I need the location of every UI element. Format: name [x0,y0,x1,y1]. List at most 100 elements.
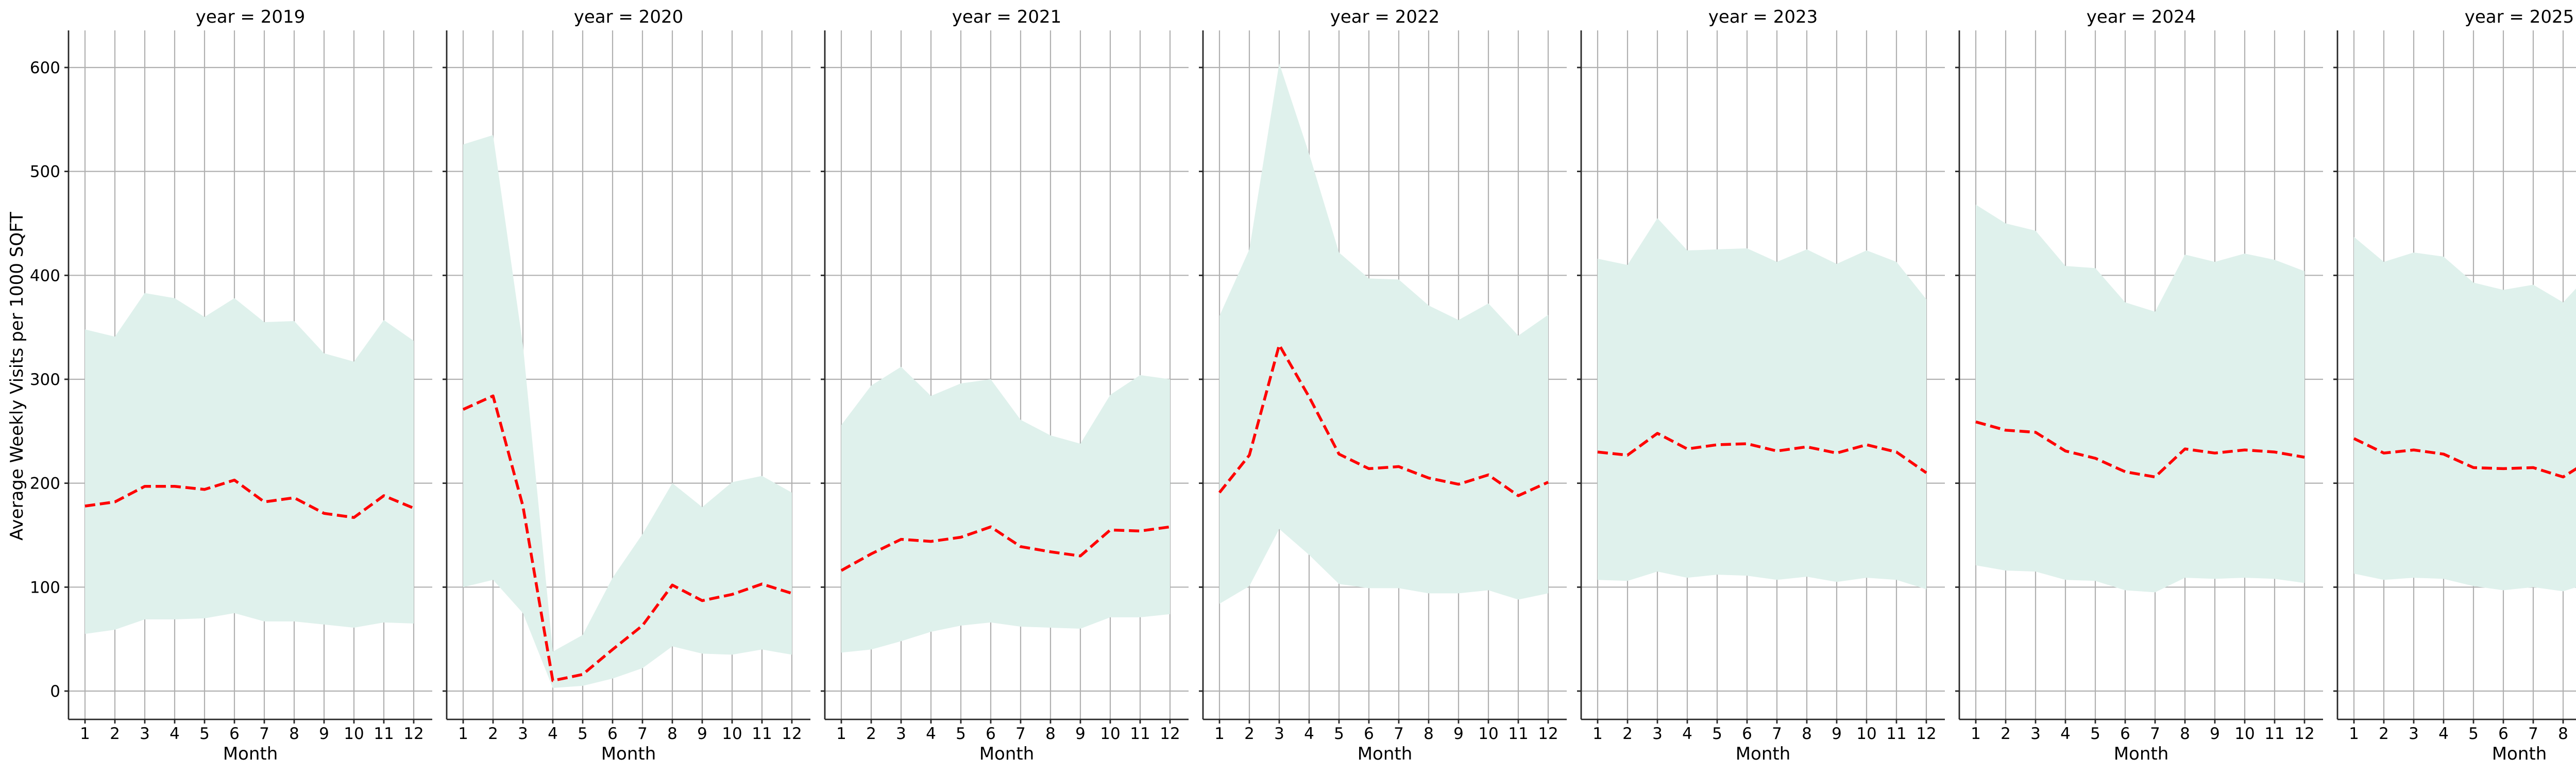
x-tick-label: 7 [2150,725,2160,743]
x-tick-label: 1 [836,725,846,743]
panel-title: year = 2022 [1330,7,1439,27]
y-tick-label: 0 [50,682,60,701]
percentile-band [1976,205,2304,593]
median-line [462,394,792,682]
x-tick-label: 12 [1538,725,1558,743]
x-tick-label: 7 [1772,725,1782,743]
x-tick-label: 10 [1478,725,1498,743]
x-tick-label: 7 [1394,725,1404,743]
x-tick-label: 2 [488,725,498,743]
percentile-band [841,366,1170,653]
x-tick-label: 12 [2294,725,2314,743]
x-tick-label: 1 [1971,725,1981,743]
x-tick-label: 10 [722,725,742,743]
x-tick-label: 1 [1592,725,1603,743]
x-tick-label: 11 [374,725,394,743]
x-tick-label: 8 [2180,725,2190,743]
x-tick-label: 5 [1334,725,1344,743]
x-tick-label: 6 [607,725,618,743]
x-tick-label: 3 [1652,725,1663,743]
x-tick-label: 6 [2498,725,2509,743]
x-tick-label: 7 [259,725,269,743]
x-tick-label: 4 [2060,725,2071,743]
x-tick-label: 4 [926,725,936,743]
x-tick-label: 11 [1886,725,1906,743]
x-tick-label: 1 [2349,725,2359,743]
percentile-band [85,293,414,634]
x-tick-label: 9 [1453,725,1464,743]
x-tick-label: 5 [1712,725,1722,743]
x-tick-label: 2 [2001,725,2011,743]
panel-title: year = 2021 [952,7,1061,27]
x-tick-label: 6 [986,725,996,743]
x-tick-label: 5 [199,725,210,743]
y-tick-label: 200 [30,475,60,493]
percentile-band [1219,63,1548,604]
x-tick-label: 3 [2409,725,2419,743]
x-tick-label: 5 [956,725,966,743]
median-line [1597,432,1927,474]
panel-title: year = 2023 [1708,7,1818,27]
x-tick-label: 1 [80,725,90,743]
x-tick-label: 1 [1214,725,1225,743]
x-tick-label: 12 [1916,725,1936,743]
x-tick-label: 5 [578,725,588,743]
x-tick-label: 9 [319,725,329,743]
x-axis-label: Month [1358,744,1413,764]
x-tick-label: 11 [2264,725,2284,743]
x-tick-label: 5 [2468,725,2479,743]
median-line [2353,437,2576,479]
x-tick-label: 8 [1802,725,1812,743]
x-tick-label: 1 [458,725,468,743]
panel-title: year = 2024 [2087,7,2196,27]
panel-title: year = 2019 [196,7,305,27]
y-axis-label: Average Weekly Visits per 1000 SQFT [7,212,27,541]
y-tick-label: 100 [30,578,60,597]
median-line [1218,343,1549,497]
x-tick-label: 4 [1682,725,1692,743]
x-tick-label: 6 [229,725,240,743]
x-tick-label: 2 [866,725,876,743]
x-tick-label: 6 [1742,725,1752,743]
x-tick-label: 3 [140,725,150,743]
x-tick-label: 3 [2030,725,2041,743]
x-tick-label: 12 [403,725,423,743]
panel-2025: year = 2025123456789101112Month [2333,7,2576,764]
x-tick-label: 11 [1508,725,1528,743]
x-tick-label: 12 [782,725,802,743]
x-axis-label: Month [979,744,1035,764]
x-tick-label: 3 [518,725,528,743]
x-tick-label: 11 [1130,725,1150,743]
x-tick-label: 6 [2120,725,2130,743]
x-tick-label: 7 [637,725,648,743]
x-tick-label: 10 [1100,725,1120,743]
panel-title: year = 2020 [574,7,683,27]
x-axis-label: Month [601,744,656,764]
x-tick-label: 9 [1075,725,1086,743]
median-line [840,525,1171,572]
y-tick-label: 500 [30,163,60,181]
x-tick-label: 12 [1160,725,1180,743]
x-tick-label: 2 [110,725,120,743]
y-tick-label: 300 [30,371,60,389]
percentile-band [1598,218,1926,590]
median-line [84,478,415,519]
x-axis-label: Month [2492,744,2547,764]
x-tick-label: 9 [1832,725,1842,743]
x-tick-label: 4 [170,725,180,743]
x-tick-label: 9 [2210,725,2220,743]
x-tick-label: 8 [289,725,299,743]
x-tick-label: 4 [1304,725,1314,743]
panel-title: year = 2025 [2465,7,2574,27]
x-tick-label: 8 [2558,725,2568,743]
x-tick-label: 9 [697,725,707,743]
percentile-band [2354,237,2576,592]
x-tick-label: 4 [2438,725,2449,743]
x-tick-label: 2 [1622,725,1633,743]
